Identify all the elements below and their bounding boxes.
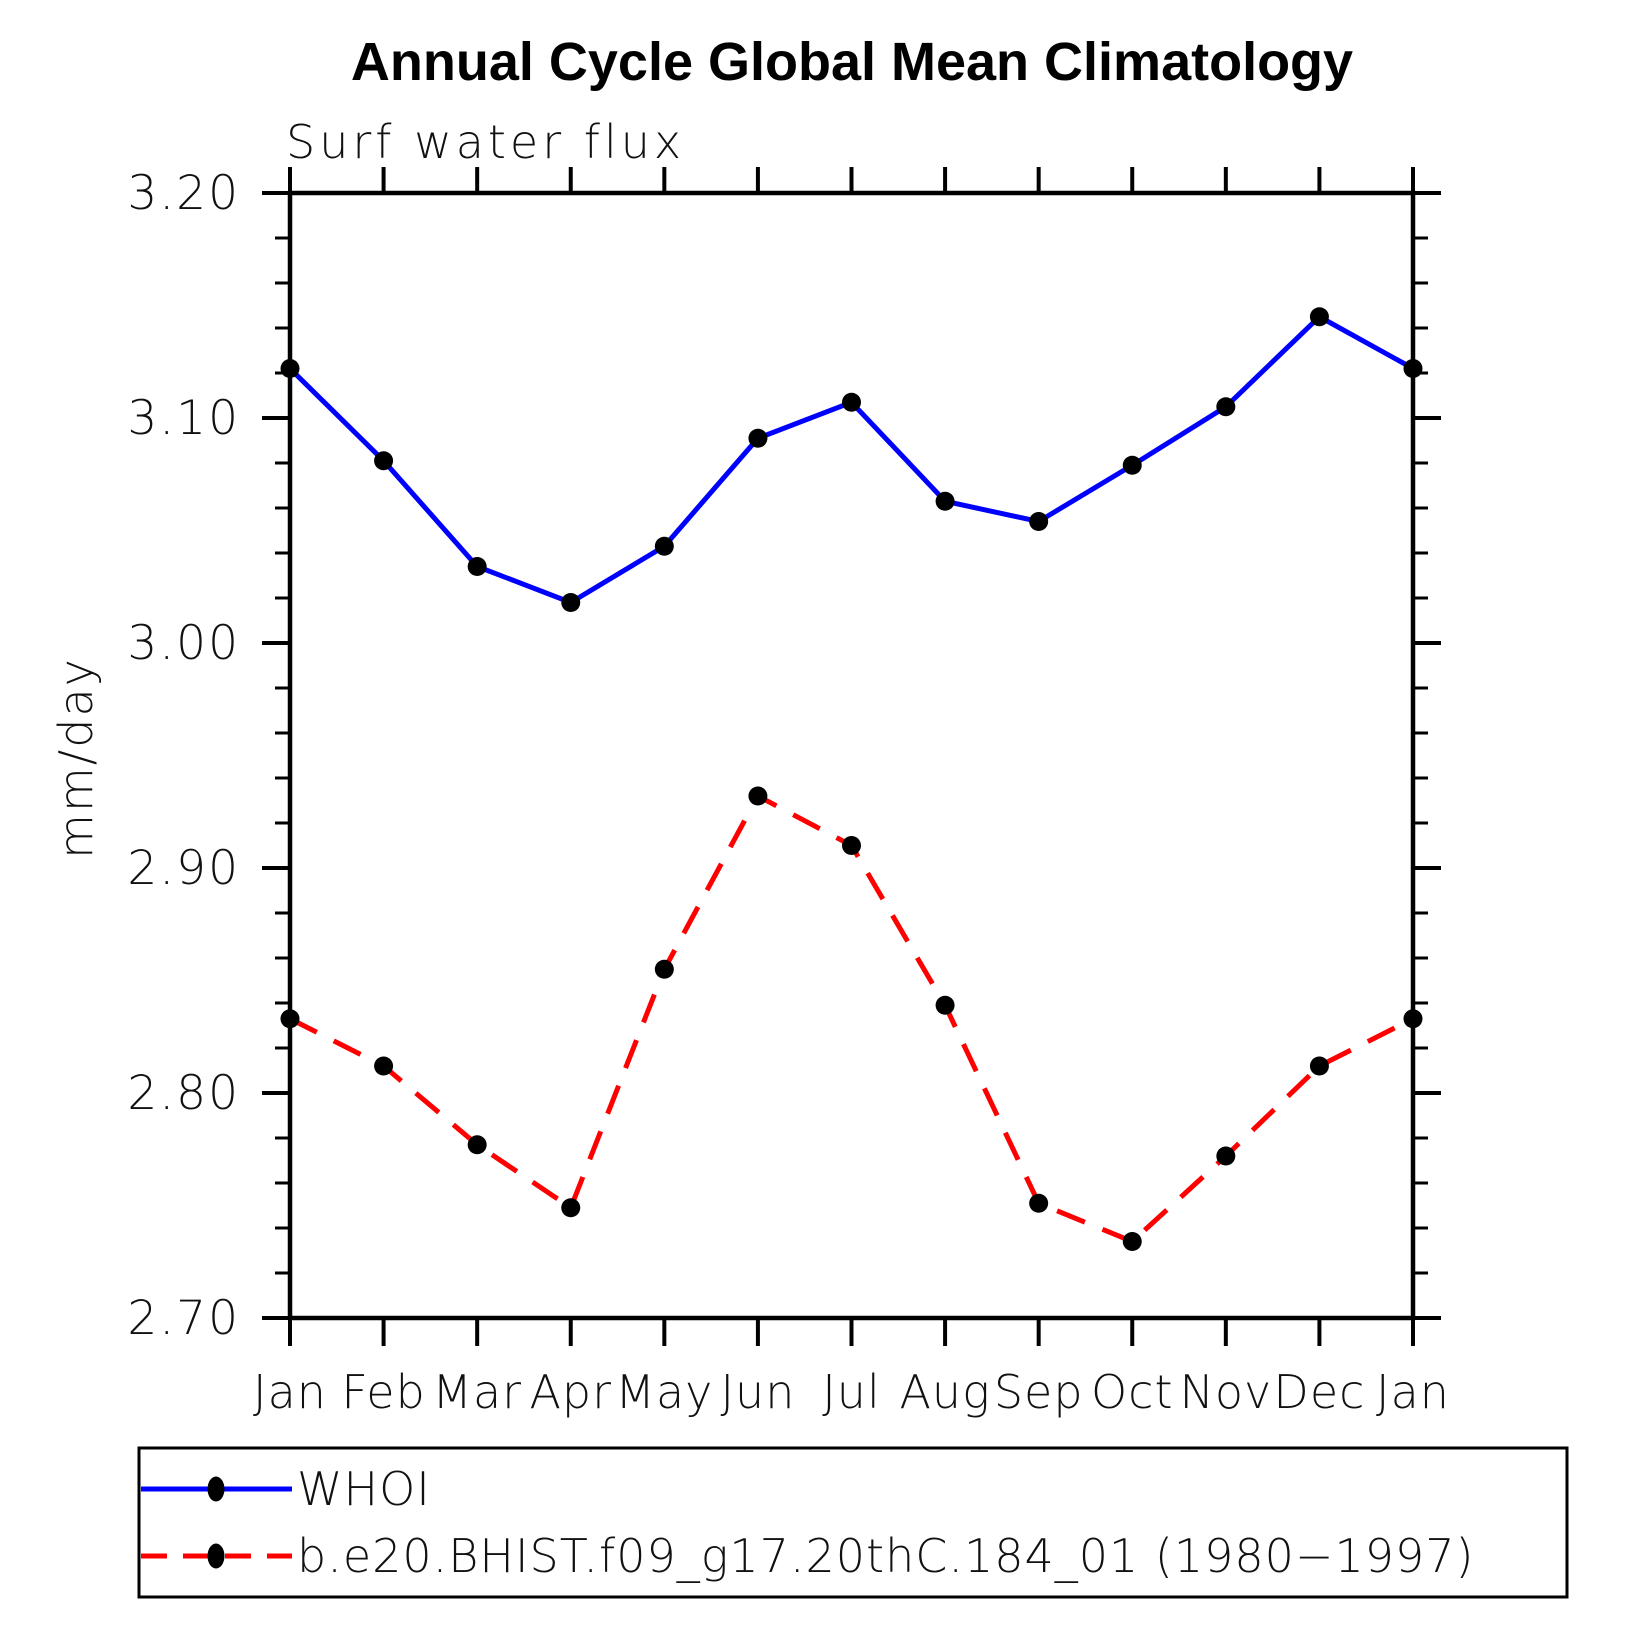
data-point-marker [1122,455,1142,475]
data-point-marker [1122,1232,1142,1251]
x-tick-label: Nov [1179,1365,1272,1419]
data-point-marker [748,428,768,448]
y-axis-label: mm/day [49,657,103,859]
data-point-marker [374,1056,394,1076]
chart-subtitle: Surf water flux [286,115,685,169]
x-tick-label: Dec [1273,1365,1365,1419]
plot-axes [262,167,1441,1346]
y-tick-label: 2.90 [127,841,240,896]
data-point-marker [561,1198,581,1218]
legend-entry-label: b.e20.BHIST.f09_g17.20thC.184_01 (1980−1… [297,1529,1475,1583]
x-tick-label: Sep [994,1365,1084,1419]
data-point-marker [654,536,674,556]
data-point-marker [1216,397,1236,417]
data-point-marker [467,557,487,576]
data-point-marker [1029,1193,1049,1213]
legend-entry-label: WHOI [297,1462,431,1516]
data-point-marker [374,451,394,471]
plot-frame [287,190,1416,1321]
legend-box [137,1446,1569,1599]
data-point-marker [280,1009,300,1029]
x-tick-label: Jul [822,1365,881,1419]
y-tick-label: 3.20 [127,166,240,221]
data-point-marker [1216,1146,1236,1166]
data-point-marker [748,786,768,806]
legend: WHOI b.e20.BHIST.f09_g17.20thC.184_01 (19… [137,1446,1569,1599]
data-point-marker [935,995,955,1015]
data-point-marker [1029,512,1049,531]
x-tick-label: Feb [341,1365,425,1419]
model-series-line [288,792,1415,1245]
data-point-marker [561,593,581,612]
y-tick-label: 2.80 [127,1066,240,1121]
data-point-marker [1309,1056,1329,1076]
data-point-marker [1403,359,1423,378]
data-point-marker [467,1135,487,1155]
data-point-marker [654,959,674,979]
data-point-marker [1309,307,1329,327]
data-point-marker [842,392,861,412]
x-tick-label: Apr [529,1365,612,1419]
y-tick-label: 3.10 [127,391,240,446]
x-tick-label: Jan [253,1365,327,1419]
data-series [280,307,1423,1251]
x-tick-label: Mar [432,1365,522,1419]
x-tick-label: Aug [899,1365,990,1419]
x-tick-label: Jun [720,1365,795,1419]
data-point-marker [935,491,955,511]
data-point-marker [842,836,861,855]
x-tick-label: Jan [1376,1365,1450,1419]
y-tick-label: 3.00 [127,616,240,671]
data-point-marker [280,359,300,378]
data-point-marker [1403,1009,1423,1029]
legend-marker [207,1543,225,1569]
x-tick-label: May [615,1365,713,1419]
y-tick-label: 2.70 [127,1291,240,1346]
chart-title: Annual Cycle Global Mean Climatology [351,32,1353,92]
whoi-series-line [288,313,1415,606]
x-tick-label: Oct [1091,1365,1174,1419]
legend-marker [207,1476,225,1502]
